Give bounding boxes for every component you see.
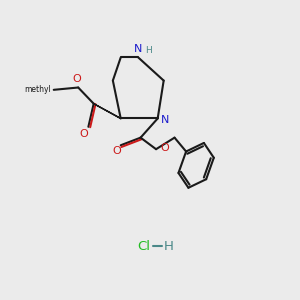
Text: O: O [73,74,81,84]
Text: O: O [112,146,121,156]
Text: N: N [160,115,169,124]
Text: methyl: methyl [25,85,51,94]
Text: N: N [134,44,142,54]
Text: O: O [160,143,169,153]
Polygon shape [94,104,121,119]
Text: O: O [80,129,88,139]
Text: Cl: Cl [137,240,150,253]
Text: H: H [145,46,152,55]
Text: H: H [164,240,173,253]
